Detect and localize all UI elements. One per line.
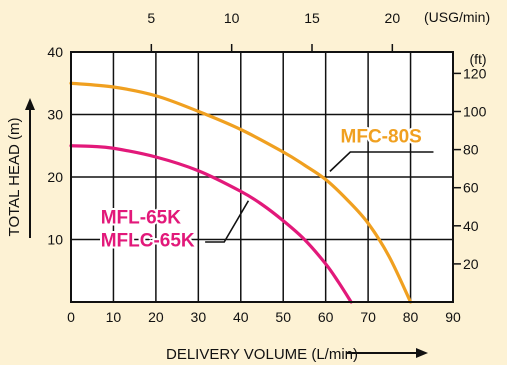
x-tick-label: 60 (318, 309, 334, 325)
right-tick-label: 120 (463, 65, 487, 81)
top-tick-label: 20 (385, 10, 401, 26)
top-axis-unit: (USG/min) (424, 9, 490, 25)
x-tick-label: 50 (275, 309, 291, 325)
x-tick-label: 80 (403, 309, 419, 325)
x-axis-arrow-head (416, 348, 428, 358)
x-tick-label: 40 (233, 309, 249, 325)
mfl-65k-leader-line (205, 200, 250, 243)
grid (71, 52, 453, 302)
x-tick-label: 20 (148, 309, 164, 325)
y-tick-label: 20 (47, 169, 63, 185)
mfc-80s-label: MFC-80S (341, 127, 422, 148)
mflc-65k-label: MFLC-65K (101, 230, 195, 251)
y-axis-title: TOTAL HEAD (m) (6, 118, 23, 237)
series-line-0 (69, 81, 413, 304)
x-tick-label: 10 (106, 309, 122, 325)
top-tick-label: 10 (224, 10, 240, 26)
x-tick-label: 90 (445, 309, 461, 325)
x-axis-title: DELIVERY VOLUME (L/min) (166, 346, 358, 363)
series-line-1 (69, 144, 353, 304)
right-tick-label: 100 (463, 104, 487, 120)
right-tick-label: 80 (463, 142, 479, 158)
ticks: 0 10 20 30 40 50 60 70 80 90 10 20 30 40 5 10 15 20 20 40 60… (47, 10, 486, 325)
y-tick-label: 30 (47, 107, 63, 123)
y-axis-arrow-head (25, 98, 35, 110)
x-tick-label: 0 (67, 309, 75, 325)
right-tick-label: 40 (463, 218, 479, 234)
x-tick-label: 30 (191, 309, 207, 325)
y-tick-label: 40 (47, 44, 63, 60)
right-tick-label: 60 (463, 180, 479, 196)
y-tick-label: 10 (47, 232, 63, 248)
mfl-65k-label: MFL-65K (101, 207, 182, 228)
mfc-80s-leader-line (329, 151, 434, 172)
right-axis-unit: (ft) (469, 51, 486, 67)
series-group (69, 81, 413, 304)
right-tick-label: 20 (463, 256, 479, 272)
top-tick-label: 5 (147, 10, 155, 26)
top-tick-label: 15 (304, 10, 320, 26)
plot-frame (70, 51, 454, 303)
x-tick-label: 70 (360, 309, 376, 325)
